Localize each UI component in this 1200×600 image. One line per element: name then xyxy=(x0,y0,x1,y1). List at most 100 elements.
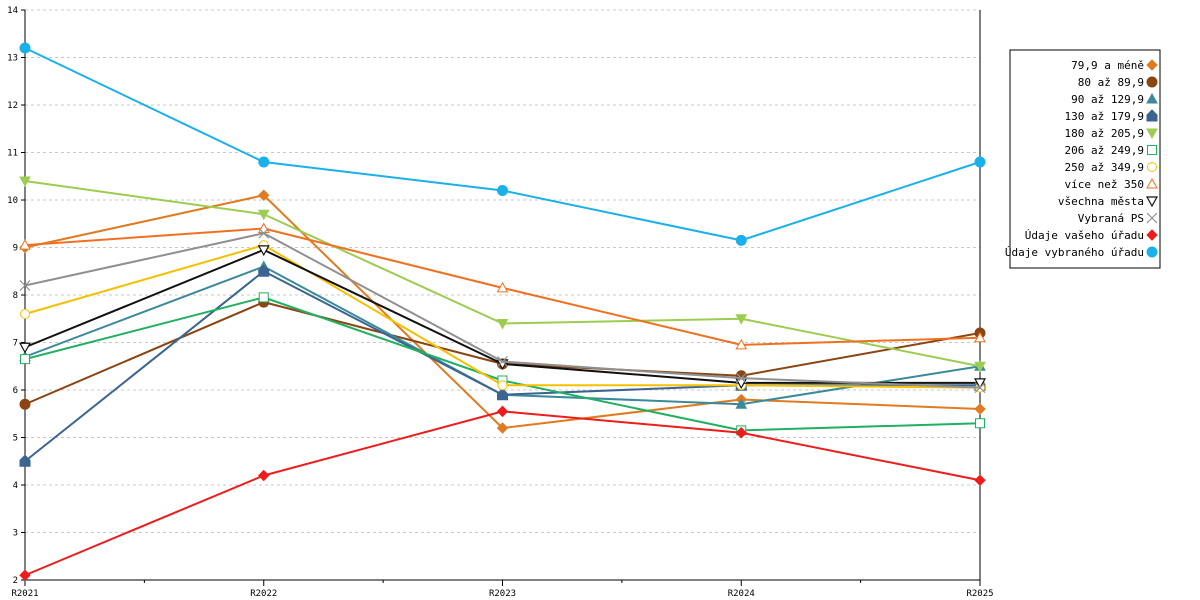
data-point xyxy=(258,189,270,201)
data-point xyxy=(974,361,986,373)
data-point xyxy=(974,382,986,394)
series-10 xyxy=(19,405,986,581)
data-point xyxy=(735,314,748,325)
data-point xyxy=(496,405,509,418)
data-point xyxy=(257,209,270,221)
y-tick-label: 10 xyxy=(7,196,18,206)
data-point xyxy=(19,569,31,581)
data-point xyxy=(497,380,508,391)
legend-label: 130 až 179,9 xyxy=(1065,110,1144,123)
data-point xyxy=(974,403,986,415)
data-point-legend xyxy=(1146,246,1158,258)
legend-item: 180 až 205,9 xyxy=(1065,127,1158,140)
data-point xyxy=(974,331,986,343)
data-point xyxy=(974,474,986,486)
data-point xyxy=(257,245,270,257)
data-point xyxy=(496,281,509,293)
data-point xyxy=(20,354,30,365)
y-tick-label: 12 xyxy=(7,101,18,111)
data-point xyxy=(975,418,985,429)
legend-label: 79,9 a méně xyxy=(1071,59,1144,72)
data-point xyxy=(258,227,270,239)
legend-label: 250 až 349,9 xyxy=(1065,161,1144,174)
x-tick-label: R2025 xyxy=(966,589,993,599)
data-point xyxy=(973,378,987,390)
data-point xyxy=(735,338,748,350)
y-tick-label: 9 xyxy=(13,244,18,254)
data-point xyxy=(19,176,31,188)
data-point xyxy=(258,469,270,482)
data-point-legend xyxy=(1145,196,1159,208)
data-point xyxy=(20,309,30,319)
legend-item: 90 až 129,9 xyxy=(1071,92,1158,106)
legend-label: Údaje vašeho úřadu xyxy=(1025,229,1144,242)
x-tick-label: R2023 xyxy=(489,589,516,599)
data-point-legend xyxy=(1146,212,1158,224)
data-point xyxy=(735,234,747,246)
legend-item: 206 až 249,9 xyxy=(1065,144,1157,157)
data-point xyxy=(496,319,509,330)
data-point xyxy=(19,239,31,250)
legend-label: 80 až 89,9 xyxy=(1078,76,1144,89)
data-point xyxy=(19,454,31,467)
y-tick-label: 14 xyxy=(7,6,18,16)
legend-label: 90 až 129,9 xyxy=(1071,93,1144,106)
data-point-legend xyxy=(1146,229,1158,241)
y-tick-label: 8 xyxy=(13,291,18,301)
y-tick-label: 6 xyxy=(13,386,18,396)
legend-item: 130 až 179,9 xyxy=(1065,109,1158,123)
legend-item: Údaje vašeho úřadu xyxy=(1025,229,1158,242)
y-tick-label: 11 xyxy=(7,149,18,159)
data-point xyxy=(497,356,508,367)
x-tick-label: R2022 xyxy=(250,589,277,599)
legend-item: Vybraná PS xyxy=(1078,212,1158,225)
series-7 xyxy=(19,222,986,350)
data-point xyxy=(19,42,31,54)
x-tick-label: R2021 xyxy=(11,589,38,599)
series-line xyxy=(24,47,981,242)
legend-item: 79,9 a méně xyxy=(1071,59,1158,72)
series-8 xyxy=(18,245,987,390)
series-11 xyxy=(19,42,986,246)
y-tick-label: 4 xyxy=(13,481,18,491)
data-point xyxy=(497,388,508,401)
legend-label: 206 až 249,9 xyxy=(1065,144,1144,157)
legend-label: Vybraná PS xyxy=(1078,212,1144,225)
data-point xyxy=(258,156,270,168)
data-point-legend xyxy=(1147,145,1157,155)
data-point xyxy=(735,398,748,409)
series-line xyxy=(24,410,981,577)
data-point xyxy=(19,398,31,410)
legend-label: více než 350 xyxy=(1065,178,1144,191)
legend-label: všechna města xyxy=(1058,195,1144,208)
axes: 2 3 4 5 6 7 8 9 10 11 12 13 14 R2021 R2022 R2023 R2024 R2… xyxy=(7,6,993,599)
series-4 xyxy=(19,176,986,373)
legend-item: více než 350 xyxy=(1065,177,1158,191)
y-tick-label: 13 xyxy=(7,54,18,64)
series-9 xyxy=(19,227,986,394)
data-point xyxy=(735,372,747,384)
data-point-legend xyxy=(1146,109,1158,122)
legend-label: 180 až 205,9 xyxy=(1065,127,1144,140)
legend-item: 80 až 89,9 xyxy=(1078,76,1158,89)
data-point xyxy=(735,427,747,439)
data-point-legend xyxy=(1146,128,1158,140)
series-lines xyxy=(18,42,987,581)
legend-item: Údaje vybraného úřadu xyxy=(1005,246,1158,259)
grid-lines xyxy=(25,9,980,533)
data-point xyxy=(496,422,509,434)
data-point xyxy=(497,185,508,196)
data-point-legend xyxy=(1147,162,1157,172)
data-point-legend xyxy=(1146,76,1158,88)
data-point-legend xyxy=(1146,59,1158,71)
data-point xyxy=(18,342,32,354)
legend-item: 250 až 349,9 xyxy=(1065,161,1157,174)
data-point-legend xyxy=(1146,177,1158,189)
legend-item: všechna města xyxy=(1058,195,1159,208)
data-point xyxy=(258,292,269,303)
legend-label: Údaje vybraného úřadu xyxy=(1005,246,1144,259)
y-tick-label: 5 xyxy=(13,434,18,444)
x-tick-label: R2024 xyxy=(728,589,755,599)
y-tick-label: 7 xyxy=(13,339,18,349)
legend: 79,9 a méně 80 až 89,9 90 až 129,9 130 až 1… xyxy=(1005,49,1161,269)
